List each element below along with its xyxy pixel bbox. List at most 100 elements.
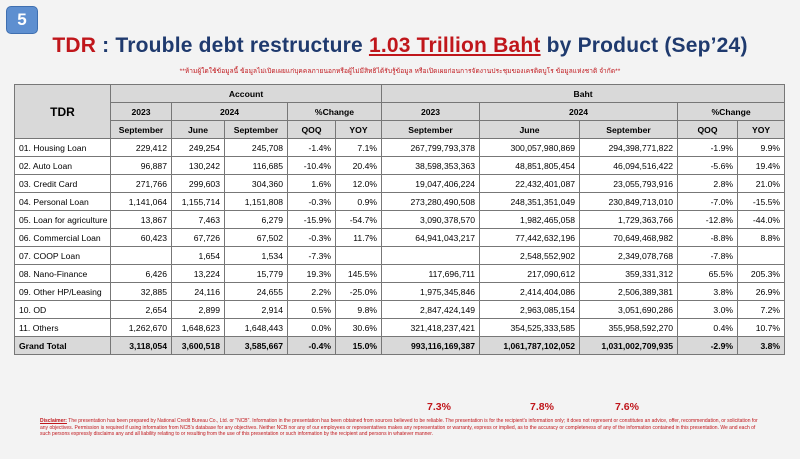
cell-a-sep: 116,685 xyxy=(224,156,288,175)
cell-a-qoq: 0.0% xyxy=(287,318,336,337)
baht-year-2024: 2024 xyxy=(479,102,679,121)
cell-b-yoy: 7.2% xyxy=(737,300,786,319)
cell-a-yoy: 9.8% xyxy=(334,300,383,319)
account-col-sep-2023: September xyxy=(110,120,172,139)
cell-a23: 60,423 xyxy=(110,228,172,247)
title-prefix: TDR xyxy=(52,34,97,57)
cell-a23: 1,141,064 xyxy=(110,192,172,211)
cell-b-yoy: 10.7% xyxy=(737,318,786,337)
cell-b-jun: 2,548,552,902 xyxy=(479,246,581,265)
title-suffix: by Product (Sep’24) xyxy=(540,34,748,57)
baht-col-yoy: YOY xyxy=(737,120,786,139)
cell-b-qoq: -2.9% xyxy=(677,336,739,355)
cell-a-yoy: 7.1% xyxy=(334,138,383,157)
cell-b-sep: 2,506,389,381 xyxy=(579,282,679,301)
baht-col-sep-2023: September xyxy=(381,120,481,139)
table-row: 04. Personal Loan 1,141,064 1,155,714 1,151… xyxy=(14,192,786,211)
cell-b-jun: 2,414,404,086 xyxy=(479,282,581,301)
cell-b-jun: 217,090,612 xyxy=(479,264,581,283)
cell-b-jun: 300,057,980,869 xyxy=(479,138,581,157)
cell-b23: 273,280,490,508 xyxy=(381,192,481,211)
cell-b-jun: 77,442,632,196 xyxy=(479,228,581,247)
cell-b-yoy: 19.4% xyxy=(737,156,786,175)
row-label: 11. Others xyxy=(14,318,111,337)
cell-b-qoq: -1.9% xyxy=(677,138,739,157)
table-row: 07. COOP Loan 1,654 1,534 -7.3% 2,548,552,90… xyxy=(14,246,786,265)
cell-a-yoy: 11.7% xyxy=(334,228,383,247)
baht-header: Baht xyxy=(381,84,786,103)
cell-b-yoy: -44.0% xyxy=(737,210,786,229)
cell-b-jun: 1,061,787,102,052 xyxy=(479,336,581,355)
cell-a-jun: 130,242 xyxy=(171,156,225,175)
row-label: 07. COOP Loan xyxy=(14,246,111,265)
cell-a-sep: 1,534 xyxy=(224,246,288,265)
table-row: 02. Auto Loan 96,887 130,242 116,685 -10.4% 2… xyxy=(14,156,786,175)
cell-a-qoq: 19.3% xyxy=(287,264,336,283)
cell-b-yoy: 9.9% xyxy=(737,138,786,157)
cell-b-qoq: -5.6% xyxy=(677,156,739,175)
cell-b-yoy: 8.8% xyxy=(737,228,786,247)
title-highlight: 1.03 Trillion Baht xyxy=(368,34,541,57)
cell-a-qoq: -1.4% xyxy=(287,138,336,157)
row-label: 09. Other HP/Leasing xyxy=(14,282,111,301)
cell-b23: 3,090,378,570 xyxy=(381,210,481,229)
cell-b-qoq: 3.0% xyxy=(677,300,739,319)
cell-b23 xyxy=(381,246,481,265)
tdr-header: TDR xyxy=(14,84,111,139)
account-col-qoq: QOQ xyxy=(287,120,336,139)
confidentiality-note: **ห้ามผู้ใดใช้ข้อมูลนี้ ข้อมูลไม่เปิดเผย… xyxy=(179,68,621,75)
tdr-table-body: 01. Housing Loan 229,412 249,254 245,708 -1.… xyxy=(14,138,786,355)
cell-a23 xyxy=(110,246,172,265)
growth-jun-2024: 7.8% xyxy=(530,401,554,413)
cell-b-qoq: -7.8% xyxy=(677,246,739,265)
cell-b-yoy: 205.3% xyxy=(737,264,786,283)
cell-b-qoq: -8.8% xyxy=(677,228,739,247)
cell-a-yoy: 0.9% xyxy=(334,192,383,211)
account-col-yoy: YOY xyxy=(334,120,383,139)
table-row: 01. Housing Loan 229,412 249,254 245,708 -1.… xyxy=(14,138,786,157)
cell-b-sep: 1,031,002,709,935 xyxy=(579,336,679,355)
cell-a-jun: 299,603 xyxy=(171,174,225,193)
cell-a-yoy: 145.5% xyxy=(334,264,383,283)
cell-a-qoq: -10.4% xyxy=(287,156,336,175)
cell-a-sep: 6,279 xyxy=(224,210,288,229)
table-row: 09. Other HP/Leasing 32,885 24,116 24,655 2.… xyxy=(14,282,786,301)
cell-a-qoq: -0.3% xyxy=(287,228,336,247)
cell-b23: 1,975,345,846 xyxy=(381,282,481,301)
cell-a-jun: 67,726 xyxy=(171,228,225,247)
cell-b-sep: 1,729,363,766 xyxy=(579,210,679,229)
cell-a-jun: 1,654 xyxy=(171,246,225,265)
cell-a-sep: 1,151,808 xyxy=(224,192,288,211)
row-label: 08. Nano-Finance xyxy=(14,264,111,283)
account-header: Account xyxy=(109,84,383,103)
cell-b-qoq: 65.5% xyxy=(677,264,739,283)
cell-a-yoy xyxy=(334,246,383,265)
cell-a23: 32,885 xyxy=(110,282,172,301)
cell-a-qoq: 2.2% xyxy=(287,282,336,301)
cell-b23: 117,696,711 xyxy=(381,264,481,283)
cell-b23: 267,799,793,378 xyxy=(381,138,481,157)
cell-b-sep: 230,849,713,010 xyxy=(579,192,679,211)
disclaimer-label: Disclaimer: xyxy=(40,418,67,424)
cell-b23: 38,598,353,363 xyxy=(381,156,481,175)
cell-a-yoy: 12.0% xyxy=(334,174,383,193)
cell-a-jun: 13,224 xyxy=(171,264,225,283)
disclaimer: Disclaimer: The presentation has been pr… xyxy=(40,418,760,438)
cell-b-yoy xyxy=(737,246,786,265)
cell-a-jun: 2,899 xyxy=(171,300,225,319)
cell-b-yoy: 21.0% xyxy=(737,174,786,193)
cell-a-yoy: 30.6% xyxy=(334,318,383,337)
cell-b23: 19,047,406,224 xyxy=(381,174,481,193)
cell-b23: 321,418,237,421 xyxy=(381,318,481,337)
cell-b-jun: 22,432,401,087 xyxy=(479,174,581,193)
cell-a-jun: 1,155,714 xyxy=(171,192,225,211)
cell-b-qoq: 3.8% xyxy=(677,282,739,301)
cell-b-qoq: 2.8% xyxy=(677,174,739,193)
row-label: 03. Credit Card xyxy=(14,174,111,193)
cell-b-yoy: -15.5% xyxy=(737,192,786,211)
cell-b-qoq: -7.0% xyxy=(677,192,739,211)
cell-a-yoy: -54.7% xyxy=(334,210,383,229)
baht-col-qoq: QOQ xyxy=(677,120,739,139)
cell-a23: 1,262,670 xyxy=(110,318,172,337)
cell-a-jun: 1,648,623 xyxy=(171,318,225,337)
